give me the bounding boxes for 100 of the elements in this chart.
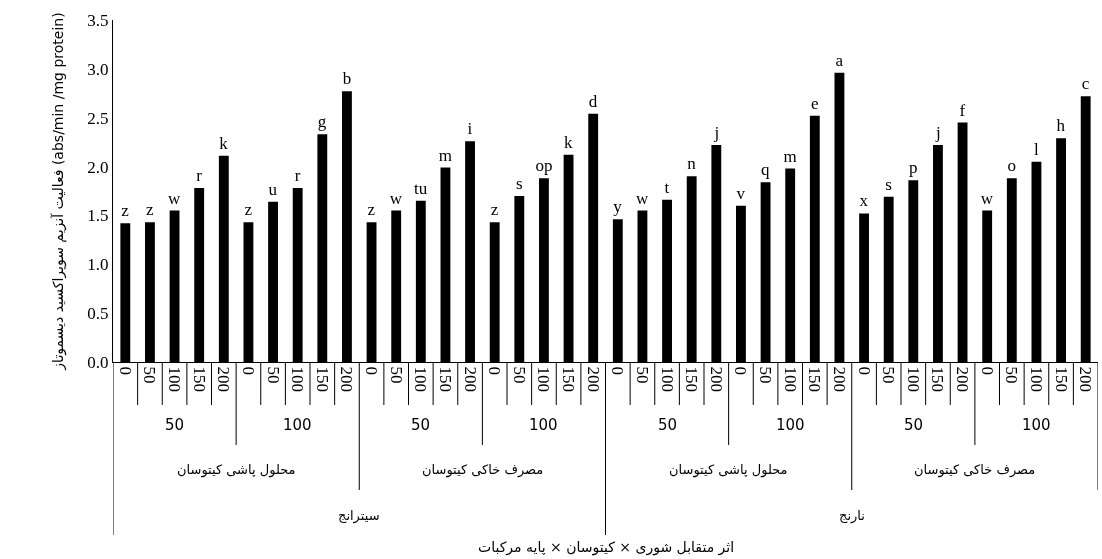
x-tick-label: 50 [632, 366, 652, 384]
data-label: f [959, 100, 966, 120]
data-label: y [613, 197, 623, 217]
text: 100 [776, 416, 805, 434]
text: 50 [904, 416, 924, 434]
x-tick-label: 50 [879, 366, 899, 384]
data-label: u [268, 179, 278, 199]
text: 50 [411, 416, 431, 434]
data-label: r [196, 166, 203, 186]
data-label: d [588, 91, 598, 111]
x-tick-label: 150 [312, 366, 332, 392]
data-label: x [859, 191, 869, 211]
x-tick-label: 0 [731, 366, 751, 375]
x-tick-label: 200 [829, 366, 849, 392]
x-tick-label: 50 [140, 366, 160, 384]
data-label: w [980, 188, 994, 208]
data-label: w [168, 188, 182, 208]
data-label: r [294, 166, 301, 186]
x-tick-label: 100 [288, 366, 308, 392]
data-label: n [687, 154, 697, 174]
text: سیترانج [338, 508, 380, 524]
x-tick-label: 150 [928, 366, 948, 392]
y-tick-label: 1.5 [87, 206, 109, 226]
x-tick-label: 0 [854, 366, 874, 375]
text: 50 [658, 416, 678, 434]
data-label: t [664, 177, 670, 197]
text: نارنج [839, 508, 865, 524]
x-tick-label: 100 [1026, 366, 1046, 392]
x-tick-label: 50 [509, 366, 529, 384]
data-label: j [713, 123, 720, 143]
data-label: a [835, 50, 844, 70]
data-label: b [342, 69, 352, 89]
data-label: k [564, 132, 574, 152]
x-tick-label: 100 [903, 366, 923, 392]
data-label: p [909, 158, 918, 178]
text: محلول پاشی کیتوسان [177, 462, 296, 478]
y-tick-label: 3.5 [87, 10, 109, 30]
data-label: m [783, 146, 797, 166]
data-label: tu [413, 178, 428, 198]
y-tick-label: 0.0 [87, 352, 109, 372]
x-tick-label: 50 [386, 366, 406, 384]
x-tick-label: 150 [435, 366, 455, 392]
x-tick-label: 0 [115, 366, 135, 375]
data-label: s [885, 174, 892, 194]
data-label: w [635, 188, 649, 208]
x-tick-label: 200 [953, 366, 973, 392]
data-label: o [1007, 156, 1017, 176]
y-tick-label: 3.0 [87, 59, 109, 79]
text: اثر متقابل شوری × کیتوسان × پایه مرکبات [478, 539, 735, 556]
data-label: z [490, 200, 499, 220]
x-tick-label: 200 [583, 366, 603, 392]
x-tick-label: 100 [165, 366, 185, 392]
x-tick-label: 0 [238, 366, 258, 375]
data-label: k [219, 133, 229, 153]
y-tick-label: 2.0 [87, 157, 109, 177]
y-axis-title: فعالیت آنزیم سوپراکسید دیسموتاز (abs/min /mg protein) [49, 12, 67, 371]
data-label: j [935, 123, 941, 143]
x-tick-label: 150 [1051, 366, 1071, 392]
data-label: l [1033, 139, 1039, 159]
x-tick-label: 200 [337, 366, 357, 392]
x-tick-label: 200 [1076, 366, 1096, 392]
x-tick-label: 150 [189, 366, 209, 392]
data-label: op [535, 156, 553, 176]
x-tick-label: 100 [534, 366, 554, 392]
data-label: c [1081, 74, 1090, 94]
x-tick-label: 100 [411, 366, 431, 392]
x-tick-label: 0 [608, 366, 628, 375]
data-label: e [811, 93, 819, 113]
x-tick-label: 50 [1002, 366, 1022, 384]
data-label: v [736, 183, 746, 203]
data-label: z [367, 200, 376, 220]
text: محلول پاشی کیتوسان [669, 462, 788, 478]
x-tick-label: 50 [756, 366, 776, 384]
data-label: z [145, 200, 154, 220]
y-tick-label: 1.0 [87, 255, 109, 275]
x-tick-label: 100 [657, 366, 677, 392]
data-label: s [516, 173, 523, 193]
data-label: z [244, 200, 253, 220]
x-tick-label: 200 [460, 366, 480, 392]
x-tick-label: 50 [263, 366, 283, 384]
x-tick-label: 200 [214, 366, 234, 392]
data-label: i [467, 119, 473, 139]
y-tick-label: 0.5 [87, 304, 109, 324]
text: 100 [283, 416, 312, 434]
text: 100 [1022, 416, 1051, 434]
x-tick-label: 200 [706, 366, 726, 392]
x-tick-label: 0 [485, 366, 505, 375]
text: مصرف خاکی کیتوسان [422, 462, 544, 478]
x-tick-label: 150 [682, 366, 702, 392]
data-label: w [389, 188, 403, 208]
data-label: g [317, 112, 327, 132]
text: 50 [165, 416, 185, 434]
x-tick-label: 0 [977, 366, 997, 375]
text: مصرف خاکی کیتوسان [914, 462, 1036, 478]
x-tick-label: 100 [780, 366, 800, 392]
y-tick-label: 2.5 [87, 108, 109, 128]
data-label: m [438, 145, 453, 165]
data-label: z [121, 201, 130, 221]
x-tick-label: 0 [362, 366, 382, 375]
x-tick-label: 150 [559, 366, 579, 392]
